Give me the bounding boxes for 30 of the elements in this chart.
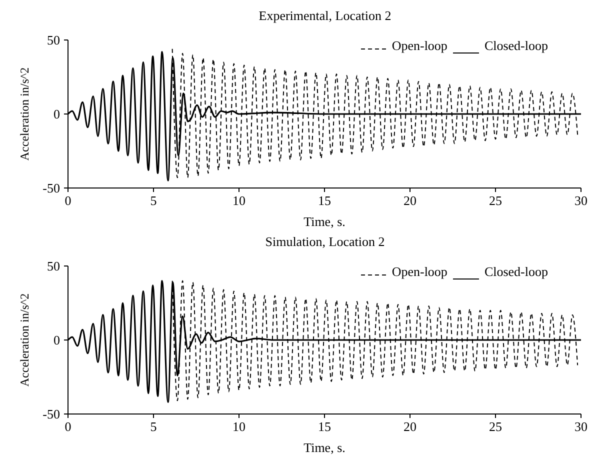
x-tick-label: 10 [232,419,246,434]
y-axis-title: Acceleration in/s^2 [17,67,32,161]
y-tick-label: 50 [47,258,60,274]
x-tick-label: 10 [232,193,246,208]
y-tick-label: 0 [54,332,60,348]
chart-title: Experimental, Location 2 [258,8,392,24]
x-tick-label: 5 [150,419,157,434]
legend-label: Open-loop [392,38,448,54]
y-tick-label: 50 [47,32,60,48]
legend-label: Closed-loop [484,38,548,54]
chart-title: Simulation, Location 2 [264,234,386,250]
x-tick-label: 5 [150,193,157,208]
y-tick-label: 0 [54,106,60,122]
x-axis-title: Time, s. [304,440,346,455]
x-axis-title: Time, s. [304,214,346,229]
x-tick-label: 25 [489,419,502,434]
x-tick-label: 25 [489,193,502,208]
x-tick-label: 30 [574,419,588,434]
x-tick-label: 30 [574,193,588,208]
x-tick-label: 0 [64,419,72,434]
x-tick-label: 20 [404,193,416,208]
legend-label: Closed-loop [484,264,548,280]
y-tick-label: -50 [42,406,60,422]
x-tick-label: 20 [404,419,416,434]
legend-label: Open-loop [392,264,448,280]
y-tick-label: -50 [42,180,60,196]
x-tick-label: 15 [318,419,331,434]
x-tick-label: 15 [318,193,331,208]
y-axis-title: Acceleration in/s^2 [17,293,32,387]
x-tick-label: 0 [64,193,72,208]
